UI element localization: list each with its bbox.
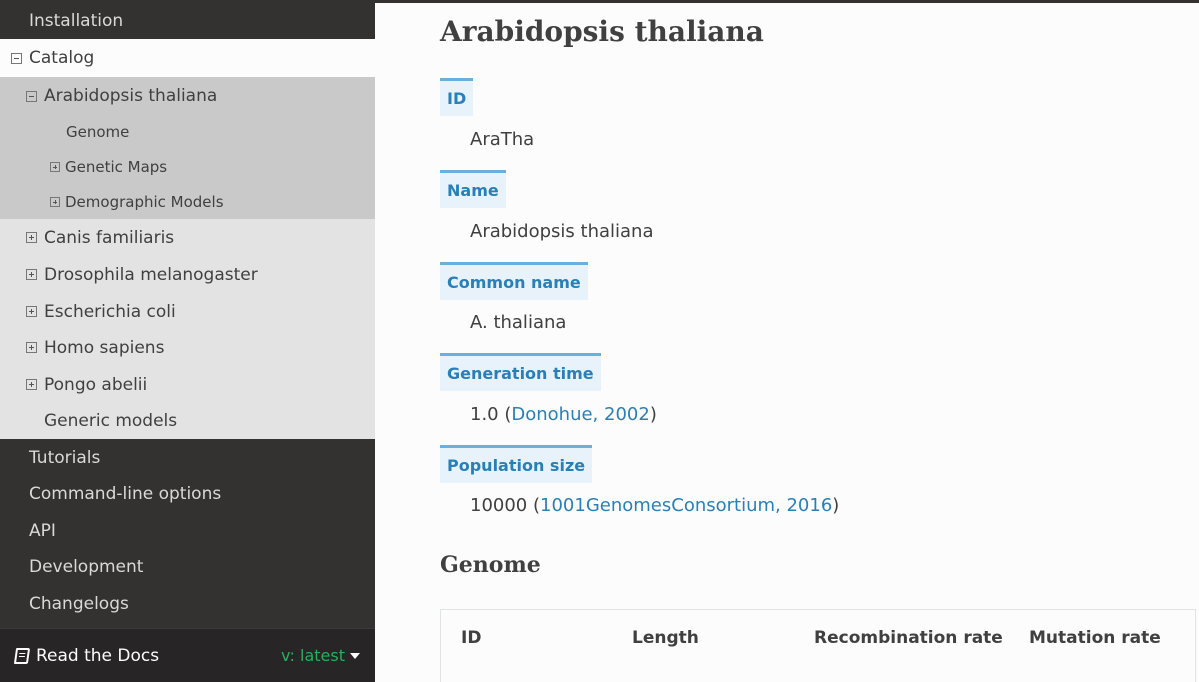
- version-text: v: latest: [280, 646, 345, 665]
- version-selector[interactable]: v: latest: [281, 646, 360, 665]
- nav-catalog[interactable]: Catalog: [0, 39, 375, 77]
- nav-api[interactable]: API: [0, 512, 375, 549]
- nav-command-line-options[interactable]: Command-line options: [0, 475, 375, 512]
- table-header-id[interactable]: ID: [461, 628, 482, 648]
- rtd-text: Read the Docs: [36, 645, 160, 666]
- value-text: 1.0 (: [470, 404, 512, 425]
- nav-label: Demographic Models: [65, 192, 224, 211]
- nav-genome[interactable]: Genome: [0, 114, 375, 149]
- field-value-population-size: 10000 (1001GenomesConsortium, 2016): [470, 495, 839, 516]
- expand-icon[interactable]: [26, 342, 37, 353]
- field-label-id: ID: [440, 78, 474, 116]
- table-header-mutation-rate[interactable]: Mutation rate: [1029, 628, 1161, 648]
- nav-label: Drosophila melanogaster: [44, 264, 258, 285]
- nav-label: API: [29, 520, 56, 541]
- table-header-length[interactable]: Length: [632, 628, 699, 648]
- nav-genetic-maps[interactable]: Genetic Maps: [0, 149, 375, 184]
- nav-pongo-abelii[interactable]: Pongo abelii: [0, 366, 375, 403]
- field-value-name: Arabidopsis thaliana: [470, 221, 654, 242]
- field-label-common-name: Common name: [440, 262, 588, 300]
- nav-label: Genetic Maps: [65, 157, 168, 176]
- field-value-common-name: A. thaliana: [470, 312, 567, 333]
- field-label-name: Name: [440, 170, 506, 208]
- value-suffix: ): [832, 495, 840, 516]
- nav-development[interactable]: Development: [0, 548, 375, 585]
- nav-homo-sapiens[interactable]: Homo sapiens: [0, 329, 375, 366]
- nav-arabidopsis-thaliana[interactable]: Arabidopsis thaliana: [0, 77, 375, 115]
- nav-label: Pongo abelii: [44, 374, 148, 395]
- collapse-icon[interactable]: [11, 52, 22, 64]
- rtd-label: Read the Docs: [13, 645, 160, 666]
- field-value-id: AraTha: [470, 129, 535, 150]
- nav-label: Command-line options: [29, 483, 222, 504]
- nav-drosophila-melanogaster[interactable]: Drosophila melanogaster: [0, 256, 375, 293]
- nav-escherichia-coli[interactable]: Escherichia coli: [0, 293, 375, 330]
- nav-label: Changelogs: [29, 593, 129, 614]
- nav-label: Escherichia coli: [44, 301, 176, 322]
- nav-label: Development: [29, 556, 144, 577]
- nav-installation[interactable]: Installation: [0, 2, 375, 39]
- nav-changelogs[interactable]: Changelogs: [0, 585, 375, 622]
- nav-label: Tutorials: [29, 447, 101, 468]
- nav-label: Generic models: [44, 410, 178, 431]
- nav-tutorials[interactable]: Tutorials: [0, 439, 375, 476]
- nav-label: Arabidopsis thaliana: [44, 86, 218, 106]
- field-label-generation-time: Generation time: [440, 353, 601, 391]
- citation-link[interactable]: Donohue, 2002: [511, 404, 650, 425]
- genome-heading: Genome: [440, 552, 541, 578]
- nav-generic-models[interactable]: Generic models: [0, 402, 375, 439]
- table-header-recombination-rate[interactable]: Recombination rate: [814, 628, 1003, 648]
- nav-demographic-models[interactable]: Demographic Models: [0, 184, 375, 219]
- value-text: 10000 (: [470, 495, 541, 516]
- book-icon: [13, 647, 31, 664]
- nav-canis-familiaris[interactable]: Canis familiaris: [0, 219, 375, 256]
- nav-label: Canis familiaris: [44, 227, 175, 248]
- nav-label: Homo sapiens: [44, 337, 165, 358]
- caret-down-icon: [350, 652, 360, 659]
- rtd-version-badge[interactable]: Read the Docs v: latest: [0, 628, 375, 682]
- field-value-generation-time: 1.0 (Donohue, 2002): [470, 404, 657, 425]
- expand-icon[interactable]: [26, 232, 37, 243]
- collapse-icon[interactable]: [26, 90, 37, 102]
- nav-label: Installation: [29, 10, 124, 31]
- sidebar: Installation Catalog Arabidopsis thalian…: [0, 0, 375, 682]
- nav-label: Catalog: [29, 48, 95, 68]
- expand-icon[interactable]: [26, 306, 37, 317]
- nav-label: Genome: [66, 122, 130, 141]
- page-title: Arabidopsis thaliana: [440, 15, 764, 48]
- main-content: Arabidopsis thaliana ID AraTha Name Arab…: [375, 0, 1199, 682]
- genome-table: ID Length Recombination rate Mutation ra…: [440, 609, 1196, 682]
- field-label-population-size: Population size: [440, 445, 593, 483]
- value-suffix: ): [649, 404, 657, 425]
- expand-icon[interactable]: [26, 379, 37, 390]
- citation-link[interactable]: 1001GenomesConsortium, 2016: [540, 495, 833, 516]
- expand-icon[interactable]: [50, 161, 60, 172]
- expand-icon[interactable]: [50, 196, 60, 207]
- expand-icon[interactable]: [26, 269, 37, 280]
